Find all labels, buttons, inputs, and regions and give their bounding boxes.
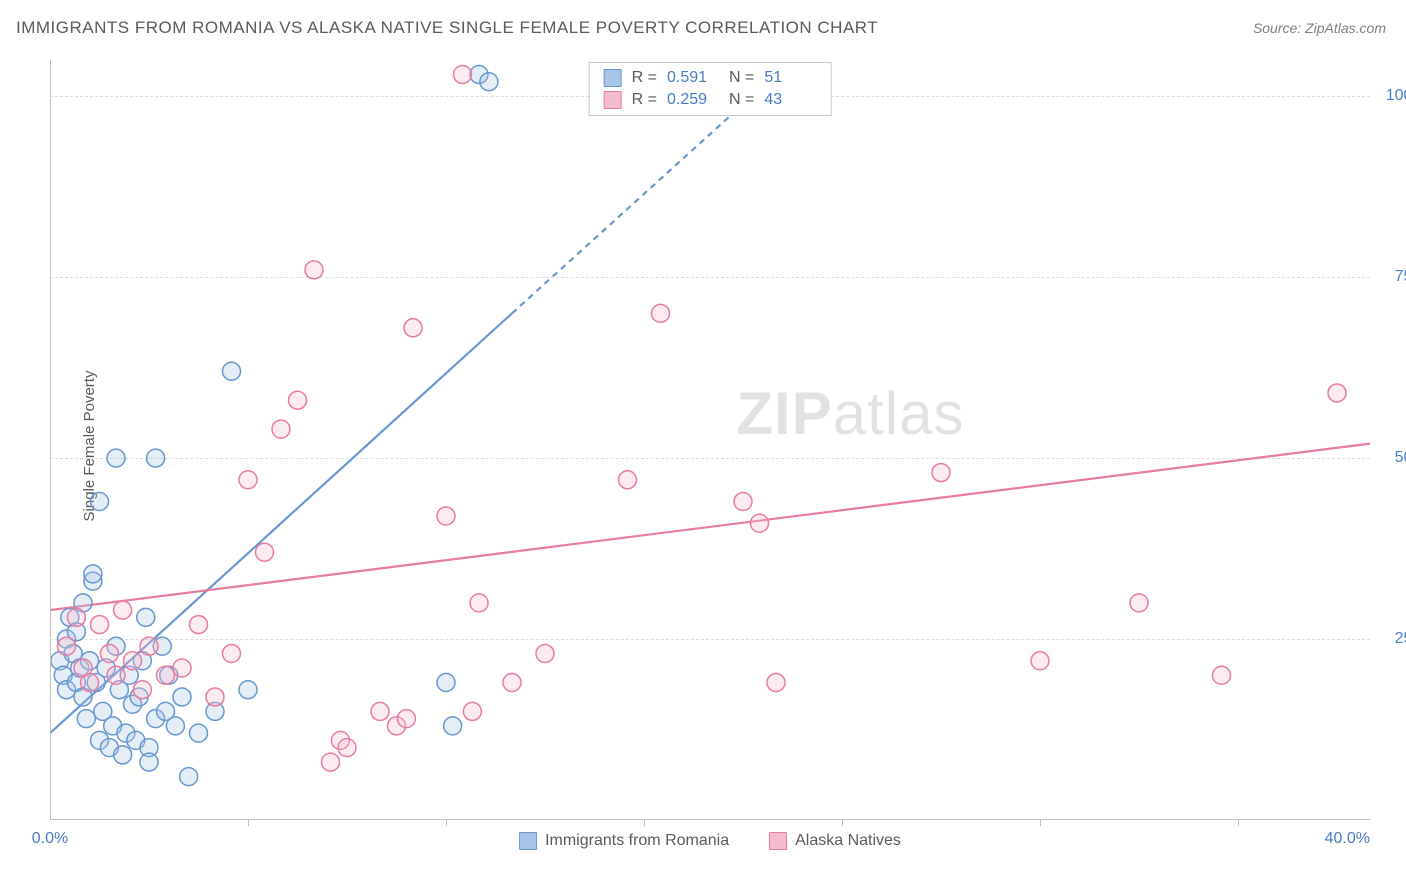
data-point: [767, 673, 785, 691]
data-point: [437, 673, 455, 691]
data-point: [67, 608, 85, 626]
plot-area: ZIPatlas 25.0%50.0%75.0%100.0% 0.0%40.0%…: [50, 60, 1370, 820]
x-tick-mark: [446, 820, 447, 826]
data-point: [81, 673, 99, 691]
data-point: [157, 666, 175, 684]
x-tick-label: 40.0%: [1325, 830, 1370, 848]
data-point: [454, 65, 472, 83]
y-axis-line: [50, 60, 51, 820]
data-point: [322, 753, 340, 771]
data-point: [470, 594, 488, 612]
chart-title: IMMIGRANTS FROM ROMANIA VS ALASKA NATIVE…: [16, 18, 878, 38]
data-point: [223, 645, 241, 663]
data-point: [305, 261, 323, 279]
data-point: [371, 702, 389, 720]
data-point: [751, 514, 769, 532]
correlation-legend: R = 0.591 N = 51 R = 0.259 N = 43: [589, 62, 832, 116]
series-legend: Immigrants from Romania Alaska Natives: [519, 832, 901, 850]
data-point: [124, 652, 142, 670]
data-point: [536, 645, 554, 663]
data-point: [239, 681, 257, 699]
data-point: [166, 717, 184, 735]
x-tick-label: 0.0%: [32, 830, 68, 848]
data-point: [652, 304, 670, 322]
data-point: [338, 739, 356, 757]
legend-item-1: Alaska Natives: [769, 832, 901, 850]
x-tick-mark: [1238, 820, 1239, 826]
data-point: [114, 601, 132, 619]
data-point: [140, 753, 158, 771]
swatch-icon: [769, 832, 787, 850]
data-point: [190, 616, 208, 634]
data-point: [1031, 652, 1049, 670]
data-point: [137, 608, 155, 626]
data-point: [932, 464, 950, 482]
data-point: [1213, 666, 1231, 684]
trend-line: [50, 444, 1370, 610]
legend-item-0: Immigrants from Romania: [519, 832, 729, 850]
data-point: [58, 637, 76, 655]
data-point: [1328, 384, 1346, 402]
correlation-row-1: R = 0.259 N = 43: [604, 89, 817, 111]
data-point: [404, 319, 422, 337]
y-tick-label: 75.0%: [1395, 268, 1406, 286]
data-point: [173, 659, 191, 677]
data-point: [91, 493, 109, 511]
x-tick-mark: [248, 820, 249, 826]
data-point: [107, 666, 125, 684]
chart-svg: [50, 60, 1370, 820]
data-point: [619, 471, 637, 489]
data-point: [173, 688, 191, 706]
data-point: [1130, 594, 1148, 612]
data-point: [140, 637, 158, 655]
y-tick-label: 100.0%: [1386, 87, 1406, 105]
x-tick-mark: [1040, 820, 1041, 826]
source-attribution: Source: ZipAtlas.com: [1253, 20, 1386, 36]
data-point: [114, 746, 132, 764]
swatch-icon: [519, 832, 537, 850]
data-point: [480, 73, 498, 91]
data-point: [147, 449, 165, 467]
data-point: [463, 702, 481, 720]
y-tick-label: 50.0%: [1395, 449, 1406, 467]
data-point: [91, 616, 109, 634]
data-point: [107, 449, 125, 467]
data-point: [289, 391, 307, 409]
swatch-icon: [604, 69, 622, 87]
y-tick-label: 25.0%: [1395, 630, 1406, 648]
data-point: [190, 724, 208, 742]
data-point: [397, 710, 415, 728]
data-point: [133, 681, 151, 699]
data-point: [206, 688, 224, 706]
data-point: [734, 493, 752, 511]
correlation-row-0: R = 0.591 N = 51: [604, 67, 817, 89]
data-point: [77, 710, 95, 728]
data-point: [223, 362, 241, 380]
data-point: [437, 507, 455, 525]
data-point: [180, 768, 198, 786]
x-tick-mark: [644, 820, 645, 826]
data-point: [256, 543, 274, 561]
swatch-icon: [604, 91, 622, 109]
data-point: [239, 471, 257, 489]
x-tick-mark: [842, 820, 843, 826]
data-point: [444, 717, 462, 735]
data-point: [503, 673, 521, 691]
data-point: [84, 565, 102, 583]
data-point: [100, 645, 118, 663]
data-point: [272, 420, 290, 438]
